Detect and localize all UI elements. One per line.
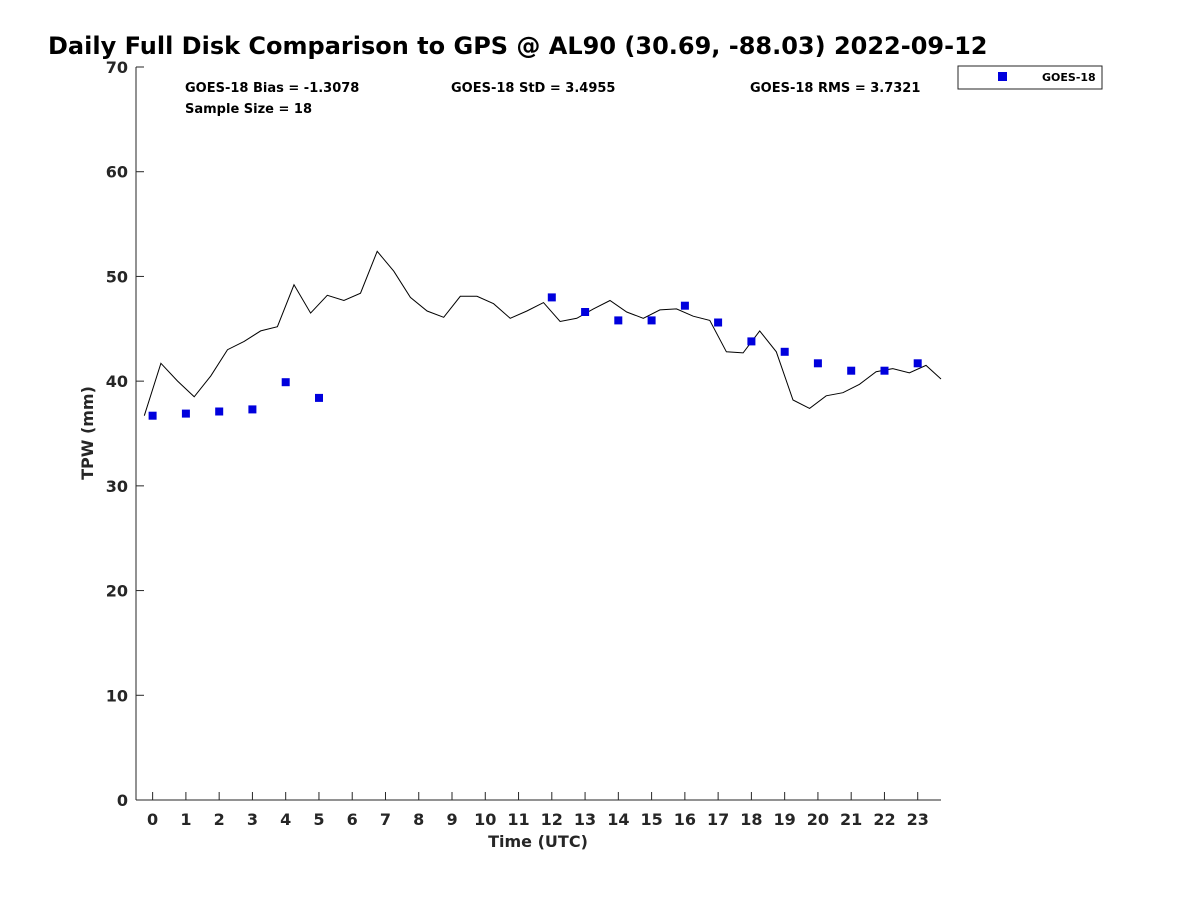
goes-18-point (547, 293, 556, 302)
stat-rms: GOES-18 RMS = 3.7321 (750, 81, 920, 96)
y-tick-label: 10 (106, 686, 128, 705)
x-tick-label: 17 (707, 810, 729, 829)
x-tick-label: 5 (313, 810, 324, 829)
y-axis-label: TPW (mm) (78, 386, 97, 480)
goes-18-point (913, 359, 922, 368)
goes-18-markers (148, 293, 922, 420)
y-tick-label: 40 (106, 372, 128, 391)
x-tick-label: 6 (347, 810, 358, 829)
x-tick-label: 18 (740, 810, 762, 829)
goes-18-point (647, 316, 656, 325)
x-tick-label: 23 (907, 810, 929, 829)
x-tick-label: 14 (607, 810, 629, 829)
goes-18-point (813, 359, 822, 368)
gps-line-group (143, 250, 942, 416)
legend-box (957, 65, 1103, 90)
x-tick-label: 13 (574, 810, 596, 829)
goes-18-point (181, 409, 190, 418)
y-tick-label: 50 (106, 267, 128, 286)
x-tick-label: 4 (280, 810, 291, 829)
x-tick-label: 16 (674, 810, 696, 829)
x-tick-label: 15 (640, 810, 662, 829)
x-tick-label: 3 (247, 810, 258, 829)
x-tick-label: 11 (507, 810, 529, 829)
y-tick-label: 60 (106, 163, 128, 182)
stat-sample-size: Sample Size = 18 (185, 102, 312, 117)
x-tick-label: 20 (807, 810, 829, 829)
x-tick-label: 21 (840, 810, 862, 829)
goes-18-point (680, 301, 689, 310)
goes-18-point (581, 308, 590, 316)
goes-18-point (614, 316, 623, 325)
legend: GOES-18 (957, 65, 1103, 90)
goes-18-point (847, 366, 856, 375)
goes-18-point (248, 405, 257, 414)
x-tick-label: 19 (774, 810, 796, 829)
goes-18-point (315, 393, 323, 402)
goes-18-point (215, 407, 224, 416)
gps-line (143, 250, 942, 416)
goes-18-point (281, 378, 290, 387)
goes-18-point (714, 318, 723, 327)
x-tick-label: 8 (413, 810, 424, 829)
y-tick-label: 0 (117, 791, 128, 810)
goes-18-point (880, 366, 889, 375)
x-tick-label: 2 (214, 810, 225, 829)
y-tick-label: 20 (106, 582, 128, 601)
x-tick-label: 10 (474, 810, 496, 829)
x-tick-label: 22 (873, 810, 895, 829)
legend-label: GOES-18 (1042, 71, 1096, 84)
x-axis-label: Time (UTC) (488, 832, 588, 851)
stat-std: GOES-18 StD = 3.4955 (451, 81, 615, 96)
x-tick-label: 7 (380, 810, 391, 829)
goes-18-point (780, 347, 789, 356)
chart-title: Daily Full Disk Comparison to GPS @ AL90… (48, 32, 987, 60)
stat-bias: GOES-18 Bias = -1.3078 (185, 81, 359, 96)
legend-marker (998, 72, 1007, 81)
goes-18-point (148, 411, 157, 420)
y-tick-label: 30 (106, 477, 128, 496)
x-tick-label: 9 (446, 810, 457, 829)
goes-18-point (747, 337, 756, 346)
x-tick-label: 12 (541, 810, 563, 829)
x-tick-label: 0 (147, 810, 158, 829)
x-tick-label: 1 (180, 810, 191, 829)
y-tick-label: 70 (106, 58, 128, 77)
